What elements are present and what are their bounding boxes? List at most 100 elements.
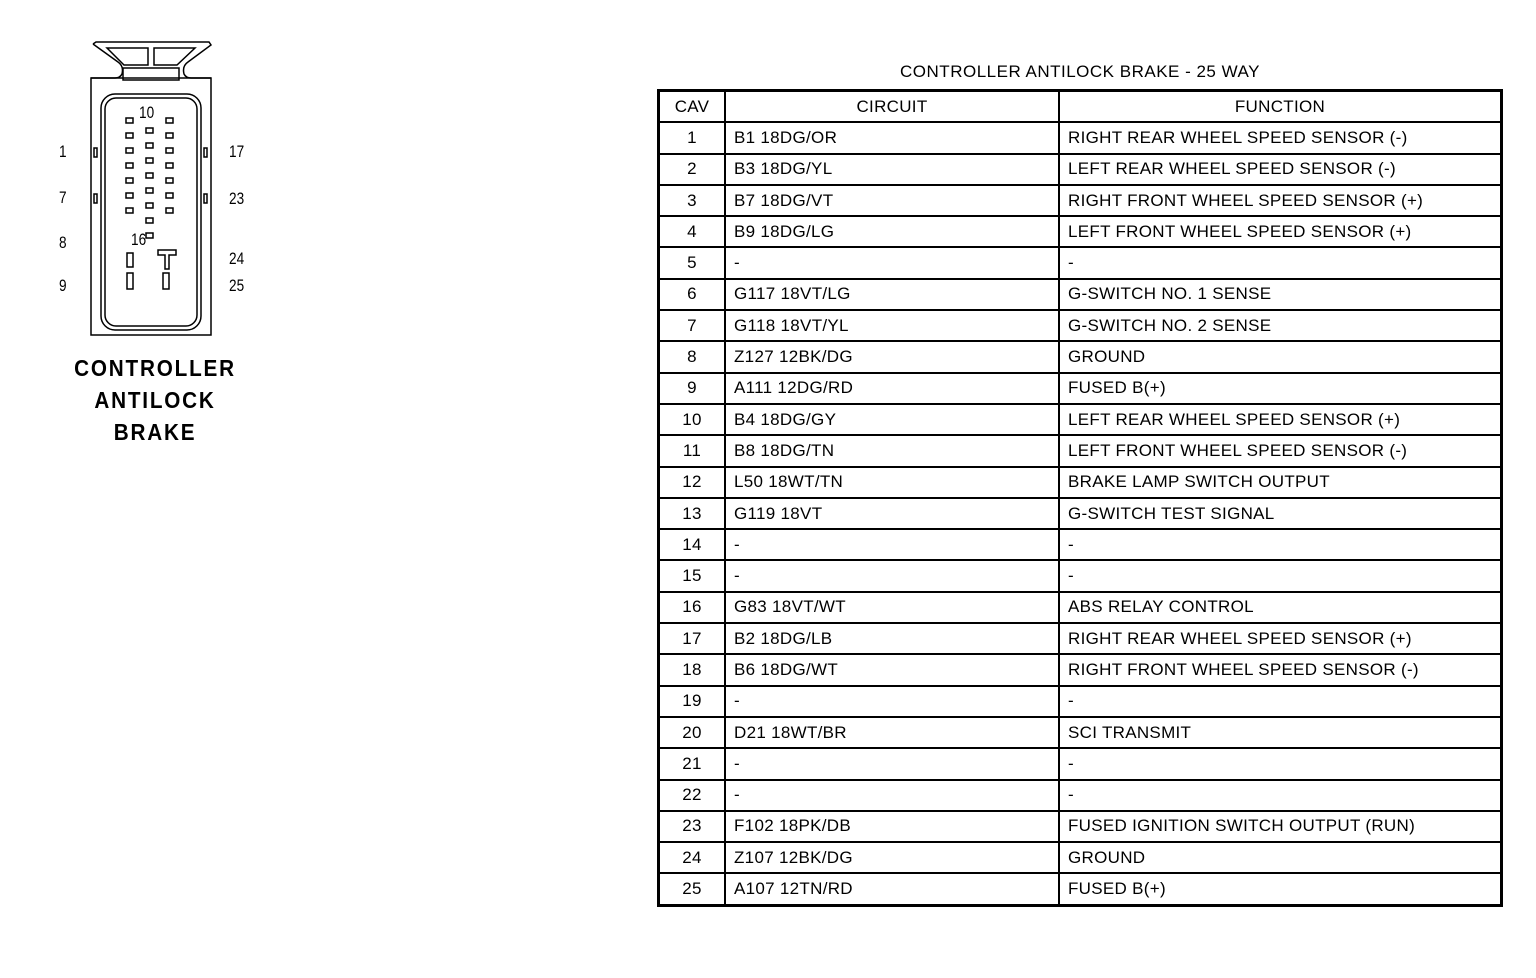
cell-circuit: - — [724, 559, 1060, 593]
cell-circuit: B3 18DG/YL — [724, 152, 1060, 186]
pin — [165, 147, 174, 154]
table-row: 12 L50 18WT/TN BRAKE LAMP SWITCH OUTPUT — [657, 465, 1503, 499]
side-tab — [203, 147, 208, 158]
pin-label-25: 25 — [229, 276, 245, 295]
cell-function: RIGHT FRONT WHEEL SPEED SENSOR (-) — [1058, 653, 1503, 687]
cell-circuit: G83 18VT/WT — [724, 590, 1060, 625]
cell-cav: 15 — [657, 559, 726, 593]
pin-label-1: 1 — [59, 142, 67, 161]
pin-label-10: 10 — [139, 103, 155, 122]
cell-circuit: B2 18DG/LB — [724, 622, 1060, 656]
cell-function: FUSED B(+) — [1058, 872, 1503, 907]
cell-function: - — [1058, 747, 1503, 781]
pin-label-9: 9 — [59, 276, 67, 295]
pin — [125, 177, 134, 184]
table-row: 4 B9 18DG/LG LEFT FRONT WHEEL SPEED SENSOR… — [657, 215, 1503, 249]
connector-body — [90, 77, 212, 336]
connector-caption: CONTROLLER ANTILOCK BRAKE — [40, 352, 270, 448]
cell-circuit: - — [724, 778, 1060, 812]
pin — [145, 187, 154, 194]
header-cav: CAV — [657, 89, 726, 124]
pin-large — [126, 272, 134, 290]
pin-label-23: 23 — [229, 189, 245, 208]
pin — [145, 127, 154, 134]
table-row: 14- - — [657, 528, 1503, 562]
cell-circuit: L50 18WT/TN — [724, 465, 1060, 499]
pin — [165, 162, 174, 169]
cell-circuit: - — [724, 246, 1060, 280]
pin — [125, 147, 134, 154]
cell-circuit: B1 18DG/OR — [724, 121, 1060, 155]
caption-line: ANTILOCK — [94, 387, 216, 413]
table-row: 7 G118 18VT/YL G-SWITCH NO. 2 SENSE — [657, 309, 1503, 343]
cell-function: ABS RELAY CONTROL — [1058, 590, 1503, 625]
cell-circuit: B9 18DG/LG — [724, 215, 1060, 249]
connector-face-outer — [100, 93, 202, 331]
cell-cav: 14 — [657, 528, 726, 562]
pin-grid — [125, 117, 174, 239]
cell-cav: 13 — [657, 496, 726, 531]
pin — [145, 172, 154, 179]
pin — [165, 192, 174, 199]
cell-circuit: F102 18PK/DB — [724, 809, 1060, 844]
pin — [125, 207, 134, 214]
table-row: 3 B7 18DG/VT RIGHT FRONT WHEEL SPEED SENSO… — [657, 183, 1503, 218]
table-title: CONTROLLER ANTILOCK BRAKE - 25 WAY — [900, 62, 1260, 81]
cell-function: BRAKE LAMP SWITCH OUTPUT — [1058, 465, 1503, 499]
cell-function: GROUND — [1058, 841, 1503, 875]
cell-function: FUSED IGNITION SWITCH OUTPUT (RUN) — [1058, 809, 1503, 844]
table-row: 19- - — [657, 684, 1503, 718]
pin-label-17: 17 — [229, 142, 245, 161]
cell-circuit: B4 18DG/GY — [724, 402, 1060, 437]
cell-cav: 16 — [657, 590, 726, 625]
table-row: 2 B3 18DG/YL LEFT REAR WHEEL SPEED SENSOR … — [657, 152, 1503, 186]
cell-cav: 24 — [657, 841, 726, 875]
table-row: 24 Z107 12BK/DG GROUND — [657, 841, 1503, 875]
pin — [125, 132, 134, 139]
cell-function: GROUND — [1058, 340, 1503, 374]
pin — [125, 162, 134, 169]
cell-cav: 9 — [657, 371, 726, 405]
cell-function: LEFT REAR WHEEL SPEED SENSOR (-) — [1058, 152, 1503, 186]
cell-function: LEFT FRONT WHEEL SPEED SENSOR (+) — [1058, 215, 1503, 249]
cell-circuit: B7 18DG/VT — [724, 183, 1060, 218]
cell-function: G-SWITCH TEST SIGNAL — [1058, 496, 1503, 531]
cell-cav: 3 — [657, 183, 726, 218]
cell-cav: 17 — [657, 622, 726, 656]
cell-function: RIGHT FRONT WHEEL SPEED SENSOR (+) — [1058, 183, 1503, 218]
pin — [125, 192, 134, 199]
cell-cav: 4 — [657, 215, 726, 249]
cell-circuit: D21 18WT/BR — [724, 715, 1060, 750]
cell-cav: 23 — [657, 809, 726, 844]
cell-cav: 2 — [657, 152, 726, 186]
cell-circuit: A107 12TN/RD — [724, 872, 1060, 907]
cell-function: RIGHT REAR WHEEL SPEED SENSOR (+) — [1058, 622, 1503, 656]
header-circuit: CIRCUIT — [724, 89, 1060, 124]
key-t-shape — [157, 249, 177, 270]
cell-function: - — [1058, 684, 1503, 718]
table-row: 15- - — [657, 559, 1503, 593]
side-tab — [93, 147, 98, 158]
pin — [145, 217, 154, 224]
header-function: FUNCTION — [1058, 89, 1503, 124]
pinout-table: CAV CIRCUIT FUNCTION 1 B1 18DG/OR RIGHT RE… — [657, 89, 1503, 907]
table-row: 21- - — [657, 747, 1503, 781]
cell-cav: 1 — [657, 121, 726, 155]
table-row: 20 D21 18WT/BR SCI TRANSMIT — [657, 715, 1503, 750]
cell-cav: 6 — [657, 277, 726, 312]
cell-function: RIGHT REAR WHEEL SPEED SENSOR (-) — [1058, 121, 1503, 155]
pin-label-16: 16 — [131, 230, 147, 249]
pin-label-8: 8 — [59, 233, 67, 252]
cell-cav: 8 — [657, 340, 726, 374]
cell-circuit: G117 18VT/LG — [724, 277, 1060, 312]
table-row: 22- - — [657, 778, 1503, 812]
table-row: 18 B6 18DG/WT RIGHT FRONT WHEEL SPEED SENS… — [657, 653, 1503, 687]
pin-large — [162, 272, 170, 290]
cell-circuit: B8 18DG/TN — [724, 434, 1060, 468]
cell-cav: 11 — [657, 434, 726, 468]
cell-circuit: G118 18VT/YL — [724, 309, 1060, 343]
cell-cav: 18 — [657, 653, 726, 687]
connector-diagram — [90, 41, 213, 336]
cell-function: - — [1058, 246, 1503, 280]
cell-circuit: A111 12DG/RD — [724, 371, 1060, 405]
